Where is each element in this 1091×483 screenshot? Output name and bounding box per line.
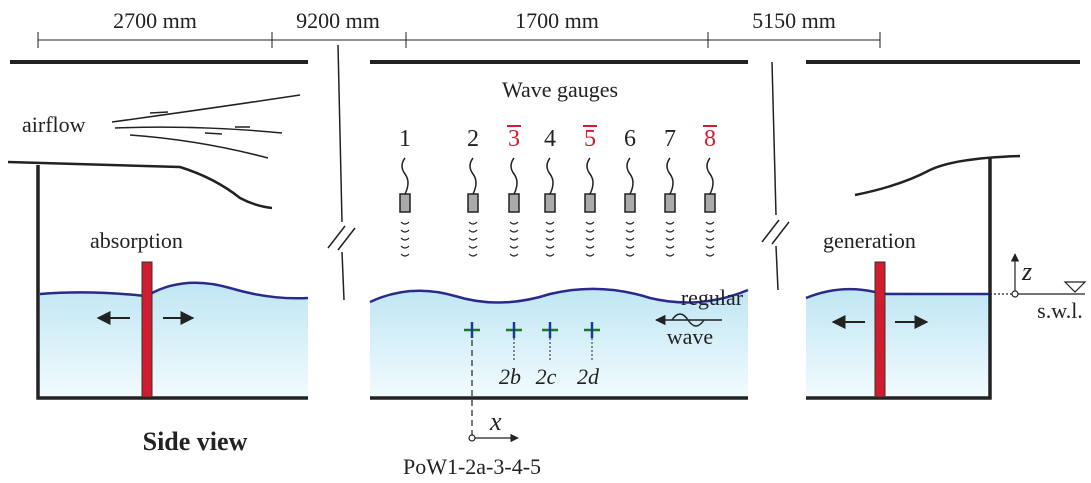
point-label: 2c [536, 364, 557, 389]
signal [705, 221, 715, 225]
z-axis [990, 253, 1087, 298]
signal [665, 229, 675, 233]
signal [400, 245, 410, 249]
gauge-wire [626, 157, 634, 195]
signal [468, 221, 478, 225]
signal [509, 229, 519, 233]
label: generation [823, 228, 916, 253]
signal [705, 245, 715, 249]
dimension: 2700 mm [113, 8, 197, 33]
signal [545, 229, 555, 233]
signal [585, 229, 595, 233]
point-label: 2b [499, 364, 521, 389]
gauge-wire [706, 157, 714, 195]
axis-label: x [489, 407, 502, 436]
signal [625, 221, 635, 225]
label: PoW1-2a-3-4-5 [403, 454, 541, 479]
dimension: 9200 mm [296, 8, 380, 33]
gauge [399, 193, 411, 213]
gauge-label: 4 [544, 126, 556, 152]
gauge [544, 193, 556, 213]
signal [400, 253, 410, 257]
signal [665, 221, 675, 225]
gauge-label: 6 [624, 126, 636, 152]
signal [625, 253, 635, 257]
signal [509, 237, 519, 241]
signal [625, 237, 635, 241]
label: s.w.l. [1037, 298, 1083, 323]
signal [665, 237, 675, 241]
gauge [704, 193, 716, 213]
gauge-wire [666, 157, 674, 195]
label: Wave gauges [502, 77, 618, 102]
gauge-label: 7 [664, 126, 676, 152]
axis-label: z [1021, 257, 1032, 286]
signal [468, 229, 478, 233]
gauge-label: 8 [704, 126, 716, 152]
signal [509, 221, 519, 225]
signal [665, 253, 675, 257]
wave-direction [654, 313, 722, 327]
signal [468, 245, 478, 249]
signal [545, 237, 555, 241]
gauge-wire [469, 157, 477, 195]
signal [585, 221, 595, 225]
label: airflow [22, 112, 86, 137]
gauge-wire [546, 157, 554, 195]
label: wave [667, 324, 713, 349]
signal [545, 245, 555, 249]
signal [509, 245, 519, 249]
signal [625, 245, 635, 249]
gauge-wire [401, 157, 409, 195]
signal [705, 237, 715, 241]
signal [665, 245, 675, 249]
x-axis [468, 340, 519, 443]
signal [585, 253, 595, 257]
paddle [141, 261, 153, 398]
paddle [874, 261, 886, 398]
signal [400, 221, 410, 225]
airflow-lines [111, 94, 301, 159]
signal [705, 229, 715, 233]
break-line [327, 44, 790, 301]
point-label: 2d [577, 364, 600, 389]
caption: Side view [143, 427, 248, 456]
gauge-label: 2 [467, 126, 479, 152]
signal [545, 221, 555, 225]
signal [705, 253, 715, 257]
arrow [96, 311, 929, 329]
gauge-label: 3 [508, 126, 520, 152]
dimension: 1700 mm [515, 8, 599, 33]
dimension: 5150 mm [752, 8, 836, 33]
gauge-label: 5 [584, 126, 596, 152]
gauge-label: 1 [399, 126, 411, 152]
gauge [584, 193, 596, 213]
gauge-wire [586, 157, 594, 195]
signal [468, 237, 478, 241]
signal [585, 245, 595, 249]
signal [400, 229, 410, 233]
signal [585, 237, 595, 241]
signal [400, 237, 410, 241]
dimension-line [37, 32, 881, 48]
label: regular [681, 285, 744, 310]
gauge [508, 193, 520, 213]
tank-wall [7, 154, 1021, 400]
signal [509, 253, 519, 257]
gauge [467, 193, 479, 213]
gauge-wire [510, 157, 518, 195]
water [39, 281, 990, 398]
gauge [624, 193, 636, 213]
gauge [664, 193, 676, 213]
label: absorption [90, 228, 183, 253]
signal [468, 253, 478, 257]
signal [545, 253, 555, 257]
signal [625, 229, 635, 233]
